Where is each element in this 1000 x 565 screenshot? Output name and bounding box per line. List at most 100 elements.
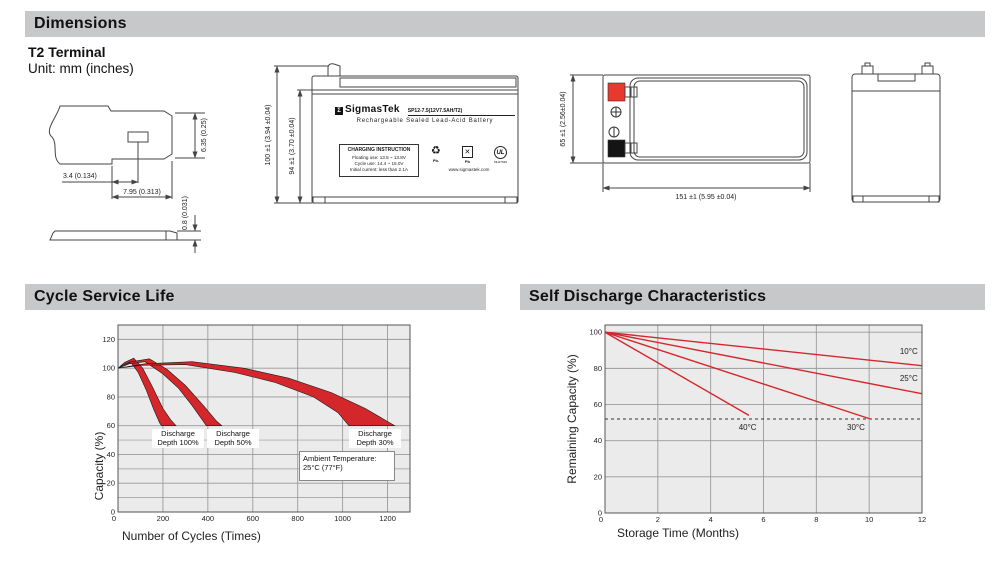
front-foot (312, 196, 326, 204)
section-title: Cycle Service Life (34, 288, 175, 305)
y-tick-label: 80 (594, 364, 602, 373)
top-cover-inner-line (633, 80, 805, 158)
front-foot (504, 196, 518, 204)
section-header-dimensions: Dimensions (25, 11, 985, 37)
x-tick-label: 8 (814, 515, 818, 524)
battery-label: Σ SigmasTek SP12-7.5(12V7.5AH/T2) Rechar… (335, 104, 515, 184)
plus-symbol-icon (610, 106, 622, 118)
section-header-cycle-life: Cycle Service Life (25, 284, 486, 310)
battery-side-view (851, 62, 941, 203)
battery-front-view-drawing: 100 ±1 (3.94 ±0.04) 94 ±1 (3.70 ±0.04) (265, 63, 519, 204)
crossed-bin-icon: ✕ (461, 146, 473, 158)
section-title: Dimensions (34, 15, 127, 32)
pb-recycle-text: Pb. (432, 157, 440, 163)
dim-text-hole-offset: 3.4 (0.134) (63, 173, 97, 180)
x-tick-label: 10 (865, 515, 873, 524)
x-tick-label: 200 (157, 514, 170, 523)
chart-annotation: Discharge Depth 100% (152, 429, 204, 448)
dim-text-tab-height: 6.35 (0.25) (201, 118, 208, 152)
y-tick-label: 100 (589, 328, 602, 337)
website-text: www.sigmastek.com (448, 167, 490, 172)
discharge-depth-band (117, 357, 177, 426)
terminal-type-heading: T2 Terminal (28, 44, 106, 60)
terminal-side-view (49, 230, 178, 241)
side-foot (852, 195, 864, 203)
charging-line: Cycle use: 14.4 ~ 15.0V (354, 161, 404, 167)
dim-text-height-outer: 100 ±1 (3.94 ±0.04) (265, 104, 272, 165)
terminal-detail-drawing: 3.4 (0.134) 7.95 (0.313) 6.35 (0.25) 0.8… (48, 105, 208, 253)
pb-bin-icon: ✕ Pb (461, 146, 473, 164)
x-tick-label: 600 (247, 514, 260, 523)
y-axis-title: Remaining Capacity (%) (565, 354, 579, 483)
x-tick-label: 6 (761, 515, 765, 524)
minus-symbol-icon (608, 126, 620, 138)
plot-border (117, 324, 411, 513)
y-tick-label: 40 (594, 436, 602, 445)
charging-title: CHARGING INSTRUCTION (347, 147, 411, 153)
plot-border (604, 324, 923, 514)
negative-terminal-lug (624, 142, 638, 154)
pb-bin-text: Pb (464, 158, 470, 164)
y-tick-label: 60 (594, 400, 602, 409)
x-tick-label: 1200 (379, 514, 396, 523)
brand-name: SigmasTek (345, 104, 400, 115)
x-tick-label: 12 (918, 515, 926, 524)
top-cover-outline (629, 77, 808, 161)
charging-instruction-box: CHARGING INSTRUCTION Floating use: 13.5 … (339, 144, 419, 177)
y-axis-title: Capacity (%) (95, 432, 106, 501)
y-tick-label: 0 (598, 509, 602, 518)
x-tick-label: 400 (202, 514, 215, 523)
front-lid-recess (339, 77, 517, 88)
front-case (311, 75, 519, 204)
positive-terminal-marker (607, 82, 626, 102)
dim-text-depth: 65 ±1 (2.56±0.04) (560, 91, 567, 146)
x-tick-label: 4 (709, 515, 713, 524)
battery-front-view: 100 ±1 (3.94 ±0.04) 94 ±1 (3.70 ±0.04) Σ… (250, 50, 540, 225)
temperature-line (604, 331, 923, 367)
chart-annotation: Ambient Temperature: 25°C (77°F) (299, 451, 395, 481)
charging-line: Floating use: 13.5 ~ 13.8V (352, 155, 406, 160)
dim-text-length: 151 ±1 (5.95 ±0.04) (675, 194, 736, 201)
x-tick-label: 0 (112, 514, 116, 523)
y-tick-label: 40 (107, 450, 115, 459)
chart-canvas: 10°C 25°C 30°C 40°C 0 2 4 6 8 10 12 0 20 40 60 80 100 Rem… (565, 324, 926, 540)
discharge-depth-band (117, 361, 396, 426)
y-tick-label: 120 (102, 335, 115, 344)
recycle-icon: ♻ (431, 145, 441, 157)
dim-text-tab-width: 7.95 (0.313) (123, 189, 161, 196)
front-terminal-tab (327, 63, 341, 76)
temperature-label: 25°C (900, 374, 918, 383)
terminal-blade-outline (48, 105, 173, 165)
temperature-line (604, 331, 871, 420)
charging-line: Initial current: less than 2.1A (350, 167, 408, 173)
ul-logo-icon: UL (493, 146, 507, 159)
ul-file-number: MH47629 (493, 160, 507, 164)
section-title: Self Discharge Characteristics (529, 288, 767, 305)
x-tick-label: 1000 (334, 514, 351, 523)
x-tick-label: 0 (599, 515, 603, 524)
label-icon-row: ♻ Pb. ✕ Pb UL MH47629 (427, 146, 511, 165)
temperature-label: 40°C (739, 423, 757, 432)
negative-terminal-marker (607, 139, 626, 158)
top-case-outline (602, 74, 811, 164)
side-foot (928, 195, 940, 203)
sigma-logo-icon: Σ (335, 107, 343, 115)
label-brand-row: Σ SigmasTek SP12-7.5(12V7.5AH/T2) (335, 104, 515, 116)
y-tick-label: 80 (107, 392, 115, 401)
positive-terminal-lug (624, 86, 638, 98)
unit-note: Unit: mm (inches) (28, 61, 134, 76)
cycle-service-life-chart: 0 200 400 600 800 1000 1200 0 20 40 60 80 100 120 Capa… (92, 318, 425, 558)
y-tick-label: 20 (107, 479, 115, 488)
x-axis-title: Number of Cycles (Times) (122, 529, 261, 543)
x-tick-label: 800 (291, 514, 304, 523)
label-icon-zone: ♻ Pb. ✕ Pb UL MH47629 www.sigmastek.com (427, 146, 511, 173)
chart-annotation: Discharge Depth 30% (349, 429, 401, 448)
temperature-line (604, 331, 750, 416)
temperature-label: 30°C (847, 423, 865, 432)
temperature-label: 10°C (900, 347, 918, 356)
pb-recycle-icon: ♻ Pb. (431, 146, 441, 163)
side-case-outline (851, 73, 941, 203)
battery-top-view: 65 ±1 (2.56±0.04) 151 ±1 (5.95 ±0.04) (560, 74, 811, 201)
temperature-line (604, 331, 923, 395)
